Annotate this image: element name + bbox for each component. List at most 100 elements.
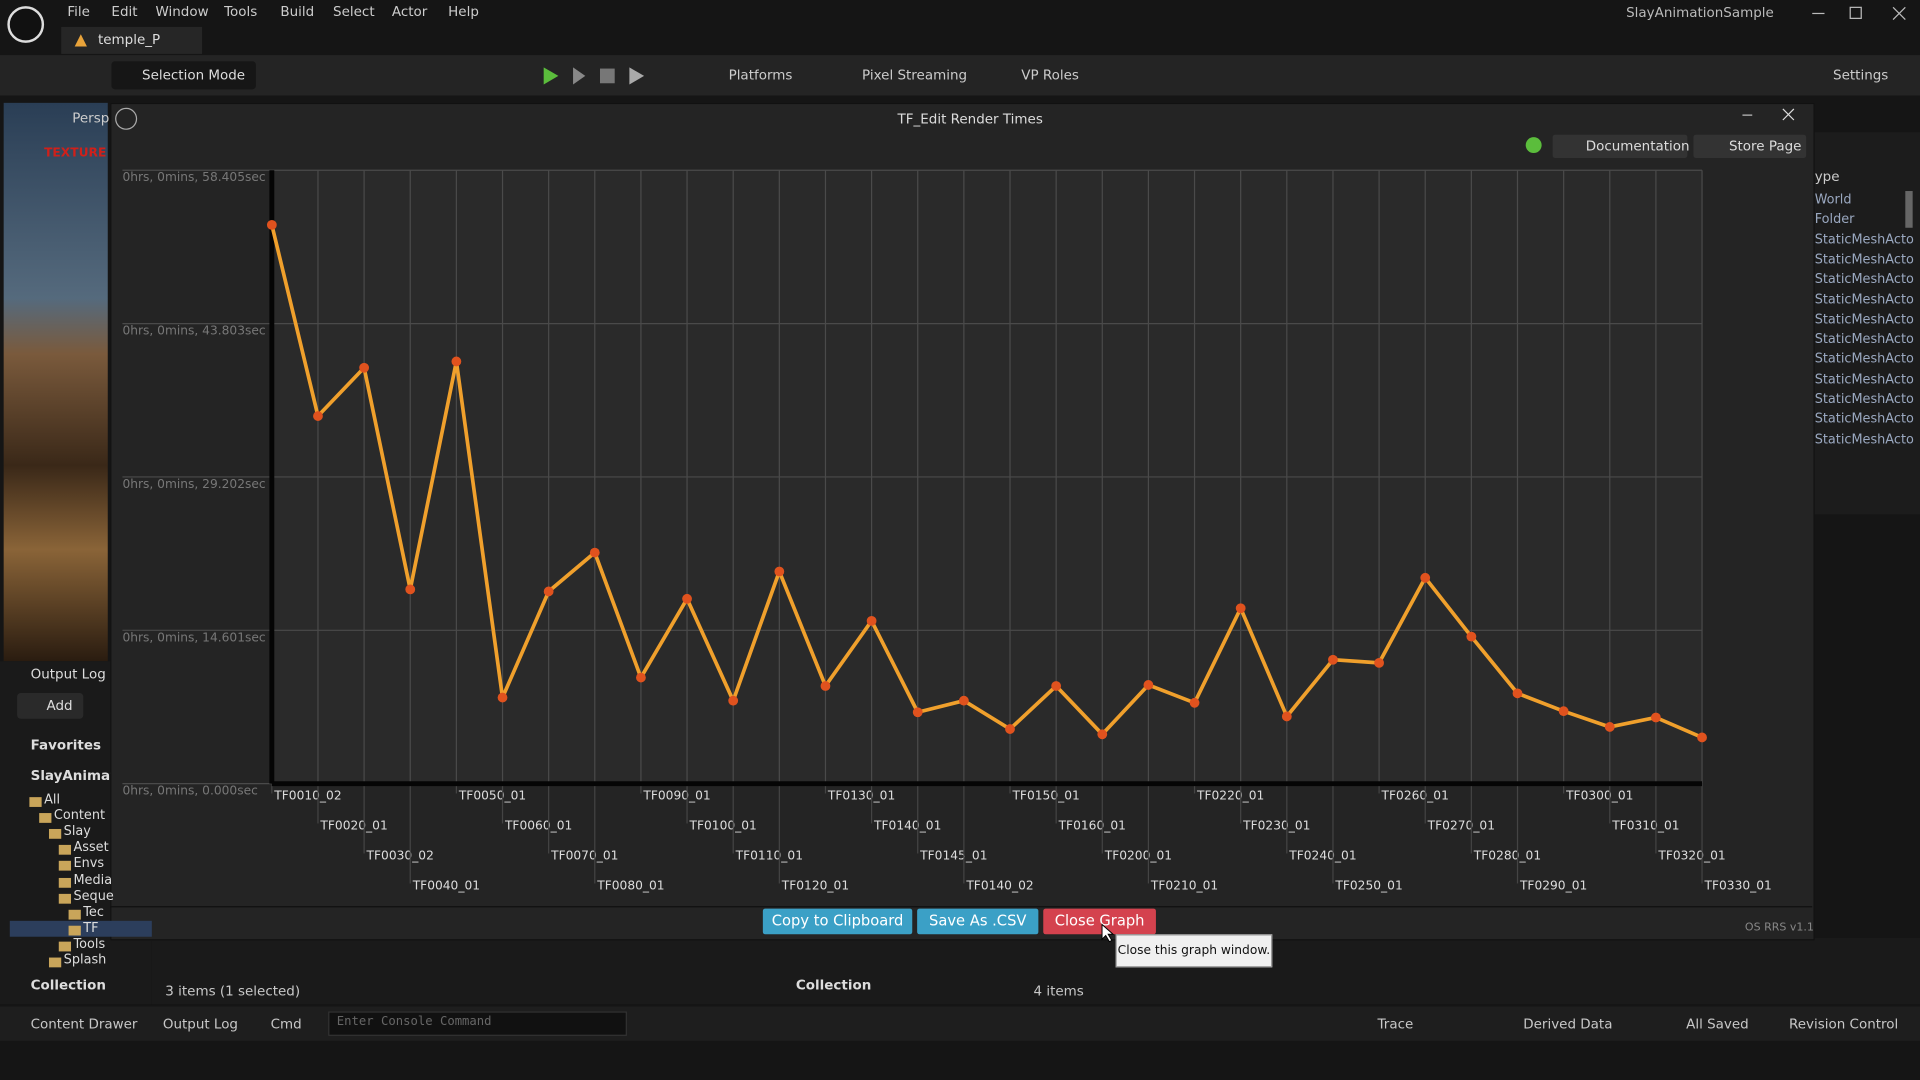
menu-item[interactable]: Window — [155, 3, 209, 20]
outliner-row[interactable]: StaticMeshActo — [1814, 371, 1914, 387]
y-tick-label: 0hrs, 0mins, 58.405sec — [122, 170, 265, 184]
x-tick-label: TF0120_01 — [781, 879, 849, 893]
outliner-row[interactable]: StaticMeshActo — [1814, 292, 1914, 307]
graph-window-controls[interactable] — [1733, 103, 1806, 127]
vp-roles[interactable]: VP Roles — [1021, 67, 1079, 84]
all-saved[interactable]: All Saved — [1686, 1016, 1749, 1033]
tree-item[interactable]: Envs — [73, 856, 105, 872]
x-tick-label: TF0010_02 — [273, 789, 341, 803]
series-line — [270, 224, 1703, 740]
data-point — [451, 356, 462, 367]
tree-item[interactable]: TF — [83, 920, 99, 936]
add-label[interactable]: Add — [46, 697, 73, 714]
data-point — [1651, 712, 1661, 723]
mode-button[interactable] — [111, 61, 256, 90]
viewport-perspective[interactable]: Persp — [72, 110, 110, 127]
csv-button[interactable]: Save As .CSV — [917, 908, 1039, 935]
outliner-row[interactable]: Folder — [1814, 212, 1855, 227]
outliner-header: ype — [1814, 168, 1840, 185]
data-point — [1697, 732, 1707, 743]
x-tick-label: TF0270_01 — [1427, 819, 1495, 833]
tree-item[interactable]: Slay — [63, 824, 91, 840]
play-controls[interactable] — [539, 64, 674, 88]
outliner-row[interactable]: StaticMeshActo — [1814, 331, 1914, 347]
folder-icon — [58, 861, 72, 872]
status-output-log[interactable]: Output Log — [162, 1016, 238, 1033]
outliner-row[interactable]: StaticMeshActo — [1814, 391, 1914, 407]
console-input[interactable] — [328, 1011, 627, 1036]
console-placeholder[interactable]: Enter Console Command — [336, 1015, 492, 1029]
x-tick-label: TF0160_01 — [1058, 819, 1126, 833]
data-point — [774, 566, 785, 577]
menu-item[interactable]: Help — [448, 3, 479, 20]
menu-item[interactable]: Tools — [224, 3, 258, 20]
tree-item[interactable]: Media — [73, 872, 113, 888]
mode-label[interactable]: Selection Mode — [142, 67, 246, 84]
data-point — [589, 547, 600, 558]
tree-item[interactable]: Tec — [83, 904, 104, 920]
menu-item[interactable]: Edit — [111, 3, 138, 20]
viewport[interactable] — [3, 102, 108, 662]
cmd[interactable]: Cmd — [270, 1016, 302, 1033]
favorites[interactable]: Favorites — [30, 737, 102, 754]
outliner-row[interactable]: StaticMeshActo — [1814, 252, 1914, 267]
pixel-streaming[interactable]: Pixel Streaming — [862, 67, 968, 84]
outliner-row[interactable]: StaticMeshActo — [1814, 431, 1914, 447]
data-point — [1374, 657, 1384, 668]
tree-item[interactable]: Content — [53, 808, 106, 823]
menu-item[interactable]: Select — [333, 3, 375, 20]
outliner-row[interactable]: StaticMeshActo — [1814, 411, 1914, 427]
outliner-row[interactable]: StaticMeshActo — [1814, 272, 1914, 287]
logo[interactable] — [7, 6, 45, 43]
data-point — [1005, 724, 1015, 734]
outliner-row[interactable]: World — [1814, 192, 1852, 207]
documentation-label[interactable]: Documentation — [1585, 138, 1690, 155]
viewport-overlay: TEXTURE S — [44, 146, 120, 161]
window-controls[interactable] — [1800, 0, 1920, 27]
store-page-label[interactable]: Store Page — [1728, 138, 1802, 155]
collection-right[interactable]: Collection — [795, 977, 872, 994]
items-right: 4 items — [1033, 983, 1084, 1000]
data-point — [1420, 572, 1431, 583]
platforms[interactable]: Platforms — [728, 67, 793, 84]
tree-item[interactable]: Asset — [73, 840, 109, 856]
output-log-tab[interactable]: Output Log — [30, 666, 106, 683]
menu-item[interactable]: Actor — [391, 3, 428, 20]
menu-item[interactable]: File — [67, 3, 90, 20]
tab-title[interactable]: temple_P — [97, 31, 161, 48]
y-tick-label: 0hrs, 0mins, 29.202sec — [122, 477, 265, 491]
documentation-button[interactable] — [1552, 134, 1688, 158]
x-tick-label: TF0300_01 — [1565, 789, 1633, 803]
data-point — [728, 695, 739, 706]
collection-left[interactable]: Collection — [30, 977, 107, 994]
data-point — [820, 681, 831, 691]
menu-item[interactable]: Build — [280, 3, 315, 20]
tree-item[interactable]: Tools — [73, 936, 106, 952]
add-button[interactable] — [17, 693, 84, 719]
x-tick-label: TF0200_01 — [1104, 849, 1172, 863]
outliner-row[interactable]: StaticMeshActo — [1814, 232, 1914, 247]
data-point — [912, 707, 923, 718]
data-point — [313, 411, 323, 421]
store-page-button[interactable] — [1693, 134, 1807, 158]
data-point — [1558, 706, 1569, 717]
data-point — [1189, 697, 1200, 708]
folder-icon — [29, 797, 42, 807]
folder-icon — [68, 909, 81, 920]
outliner-row[interactable]: StaticMeshActo — [1814, 311, 1914, 327]
outliner-row[interactable]: StaticMeshActo — [1814, 351, 1914, 367]
content-drawer[interactable]: Content Drawer — [30, 1016, 138, 1033]
trace[interactable]: Trace — [1377, 1016, 1414, 1033]
level-tab[interactable] — [61, 26, 203, 54]
tree-root[interactable]: SlayAnimatio — [30, 767, 131, 784]
close-graph-button[interactable]: Close Graph — [1043, 908, 1156, 935]
derived-data[interactable]: Derived Data — [1523, 1016, 1613, 1033]
tree-item[interactable]: Splash — [63, 952, 107, 968]
revision-control[interactable]: Revision Control — [1788, 1016, 1899, 1033]
copy-button[interactable]: Copy to Clipboard — [762, 908, 913, 935]
settings[interactable]: Settings — [1833, 67, 1889, 84]
tree-item[interactable]: All — [44, 792, 61, 807]
tree-item[interactable]: Seque — [73, 888, 114, 904]
toolbar — [0, 55, 1920, 96]
